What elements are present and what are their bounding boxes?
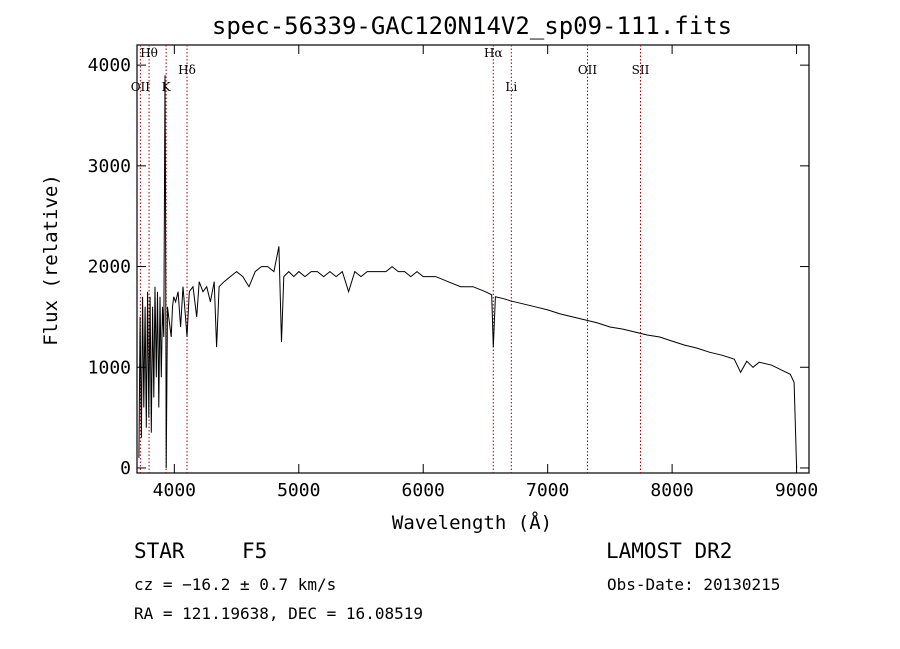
spectral-line-label: K bbox=[162, 80, 172, 94]
chart-title: spec-56339-GAC120N14V2_sp09-111.fits bbox=[212, 12, 732, 40]
x-axis-label: Wavelength (Å) bbox=[392, 511, 552, 534]
y-tick-label: 1000 bbox=[88, 357, 131, 378]
x-tick-label: 5000 bbox=[277, 480, 320, 501]
x-tick-label: 4000 bbox=[153, 480, 196, 501]
y-tick-label: 0 bbox=[120, 458, 131, 479]
redshift-velocity: cz = −16.2 ± 0.7 km/s bbox=[134, 575, 337, 594]
spectral-line-label: Li bbox=[505, 80, 517, 94]
object-subclass: F5 bbox=[242, 539, 268, 563]
x-tick-label: 8000 bbox=[650, 480, 693, 501]
spectral-line-label: OII bbox=[578, 63, 598, 77]
spectral-line-label: OII bbox=[131, 80, 151, 94]
spectral-line-markers: Hθ OII K Hδ Hα Li OII SII bbox=[131, 45, 650, 473]
y-axis-label: Flux (relative) bbox=[40, 174, 62, 346]
object-class: STAR bbox=[134, 539, 185, 563]
survey-name: LAMOST DR2 bbox=[606, 539, 733, 563]
y-tick-label: 4000 bbox=[88, 55, 131, 76]
axis-ticks: 4000 5000 6000 7000 8000 9000 0 1000 2000 3000 400… bbox=[88, 45, 818, 501]
spectral-line-label: Hα bbox=[484, 46, 503, 60]
y-tick-label: 2000 bbox=[88, 257, 131, 278]
plot-frame bbox=[136, 44, 810, 474]
observation-date: Obs-Date: 20130215 bbox=[607, 575, 781, 594]
coordinates: RA = 121.19638, DEC = 16.08519 bbox=[134, 604, 423, 623]
x-tick-label: 9000 bbox=[775, 480, 818, 501]
spectrum-line bbox=[138, 75, 798, 469]
spectral-line-label: Hδ bbox=[178, 63, 196, 77]
spectral-line-label: Hθ bbox=[140, 46, 158, 60]
spectral-line-label: SII bbox=[632, 63, 650, 77]
y-tick-label: 3000 bbox=[88, 156, 131, 177]
x-tick-label: 7000 bbox=[526, 480, 569, 501]
x-tick-label: 6000 bbox=[402, 480, 445, 501]
